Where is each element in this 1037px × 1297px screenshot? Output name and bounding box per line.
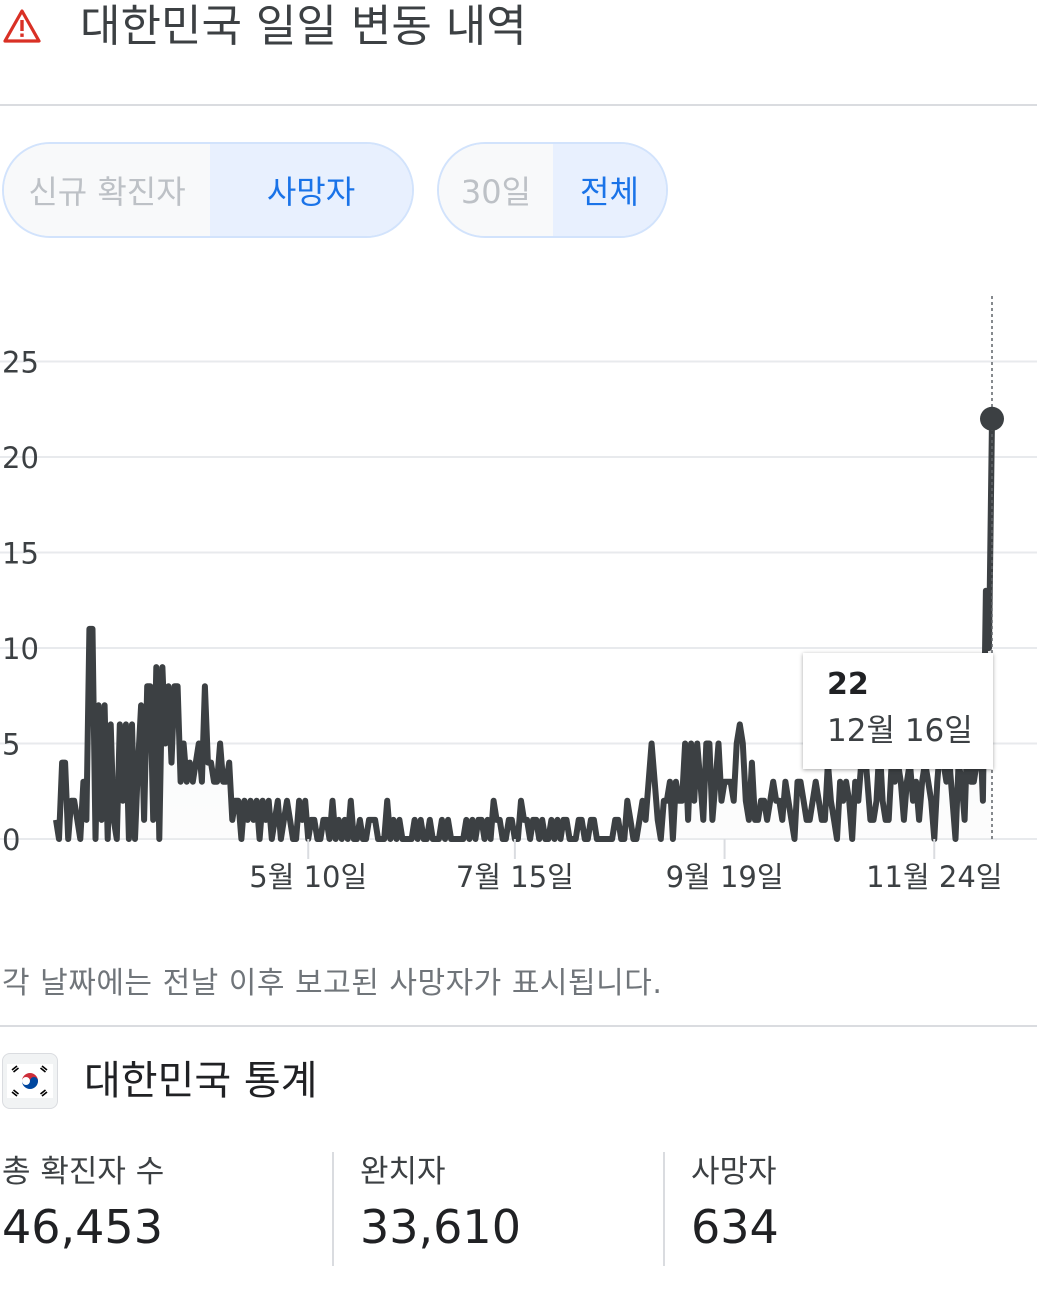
deaths-chart[interactable]: 0 5 10 15 20 25 5월 10일 7월 15일 9월 19일 11월 24일 (0, 260, 1037, 920)
stat-deaths: 사망자 634 (663, 1152, 993, 1266)
stat-value: 634 (691, 1200, 779, 1254)
y-tick-label: 25 (2, 346, 39, 380)
section-divider (0, 1025, 1037, 1027)
tab-30-days[interactable]: 30일 (439, 144, 553, 236)
stat-label: 총 확진자 수 (2, 1154, 165, 1190)
tab-all[interactable]: 전체 (553, 144, 666, 236)
header: 대한민국 일일 변동 내역 (0, 0, 1037, 106)
tab-new-cases[interactable]: 신규 확진자 (4, 144, 210, 236)
warning-triangle-icon (3, 9, 41, 43)
metric-toggle[interactable]: 신규 확진자 사망자 (2, 142, 414, 238)
stats-title: 대한민국 통계 (84, 1058, 318, 1104)
x-tick-label: 9월 19일 (666, 860, 784, 894)
stat-total-cases: 총 확진자 수 46,453 (2, 1152, 330, 1266)
hover-point (980, 406, 1004, 431)
tooltip-date: 12월 16일 (827, 713, 973, 749)
stat-value: 33,610 (360, 1200, 521, 1254)
stat-label: 완치자 (360, 1154, 446, 1190)
flag-svg (7, 1064, 53, 1098)
chart-tooltip: 22 12월 16일 (803, 653, 993, 769)
y-tick-label: 10 (2, 632, 39, 666)
tab-deaths[interactable]: 사망자 (210, 144, 412, 236)
stat-label: 사망자 (691, 1154, 777, 1190)
stat-recovered: 완치자 33,610 (332, 1152, 662, 1266)
y-tick-label: 0 (2, 823, 20, 857)
stat-value: 46,453 (2, 1200, 163, 1254)
chart-svg: 0 5 10 15 20 25 5월 10일 7월 15일 9월 19일 11월 24일 (0, 296, 1037, 894)
south-korea-flag-icon (2, 1053, 58, 1109)
page-title: 대한민국 일일 변동 내역 (80, 1, 527, 52)
tooltip-value: 22 (827, 667, 869, 702)
series-line (53, 418, 995, 842)
y-tick-label: 5 (2, 728, 20, 762)
y-tick-label: 20 (2, 441, 39, 475)
range-toggle[interactable]: 30일 전체 (437, 142, 668, 238)
y-tick-label: 15 (2, 537, 39, 571)
chart-footnote: 각 날짜에는 전날 이후 보고된 사망자가 표시됩니다. (2, 966, 663, 1001)
x-tick-label: 11월 24일 (866, 860, 1002, 894)
series-area (56, 418, 992, 839)
x-tick-label: 7월 15일 (456, 860, 574, 894)
x-tick-label: 5월 10일 (249, 860, 367, 894)
